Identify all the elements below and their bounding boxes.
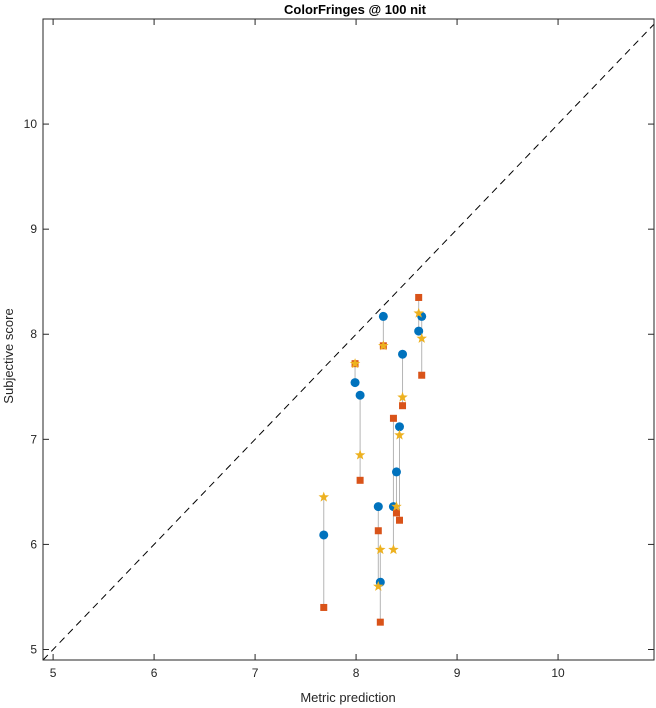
data-point-circle <box>378 311 388 321</box>
axis-ticks: 5 6 7 8 9 10 5 6 7 8 9 10 <box>24 19 654 680</box>
y-tick-label: 8 <box>30 327 37 341</box>
data-point-star <box>373 580 384 591</box>
data-point-square <box>356 476 364 484</box>
x-axis-label: Metric prediction <box>300 690 395 705</box>
x-tick-label: 10 <box>551 666 565 680</box>
connector-lines <box>323 297 423 623</box>
data-point-circle <box>319 530 329 540</box>
data-point-star <box>394 429 405 440</box>
y-axis-label: Subjective score <box>1 308 16 403</box>
data-point-square <box>392 509 400 517</box>
data-point-circle <box>395 422 405 432</box>
x-tick-label: 7 <box>252 666 259 680</box>
identity-line <box>42 23 655 661</box>
y-tick-label: 6 <box>30 537 37 551</box>
x-tick-label: 6 <box>151 666 158 680</box>
y-tick-label: 9 <box>30 222 37 236</box>
data-point-square <box>320 603 328 611</box>
data-point-square <box>415 293 423 301</box>
data-point-square <box>389 414 397 422</box>
data-point-star <box>416 332 427 343</box>
data-point-circle <box>355 390 365 400</box>
data-point-star <box>397 391 408 402</box>
data-markers <box>318 293 427 626</box>
plot-area-frame <box>42 18 655 661</box>
x-tick-label: 8 <box>353 666 360 680</box>
data-point-square <box>418 371 426 379</box>
chart-title: ColorFringes @ 100 nit <box>284 2 427 17</box>
data-point-circle <box>373 502 383 512</box>
data-point-star <box>349 358 361 369</box>
data-point-square <box>399 402 407 410</box>
data-point-star <box>391 501 402 512</box>
data-point-star <box>375 544 386 555</box>
data-point-circle <box>398 349 408 359</box>
data-point-star <box>413 307 424 318</box>
data-point-square <box>396 516 404 524</box>
data-point-star <box>388 544 399 555</box>
y-tick-label: 10 <box>24 117 38 131</box>
data-point-square <box>376 618 384 626</box>
data-point-circle <box>350 378 360 388</box>
data-point-star <box>318 491 329 502</box>
x-tick-label: 5 <box>50 666 57 680</box>
y-tick-label: 5 <box>30 642 37 656</box>
data-point-circle <box>414 326 424 336</box>
data-point-circle <box>391 467 401 477</box>
y-tick-label: 7 <box>30 432 37 446</box>
x-tick-label: 9 <box>454 666 461 680</box>
data-point-square <box>374 527 382 535</box>
data-point-star <box>378 340 389 351</box>
diagonal-reference <box>42 23 655 661</box>
data-point-star <box>354 449 366 460</box>
